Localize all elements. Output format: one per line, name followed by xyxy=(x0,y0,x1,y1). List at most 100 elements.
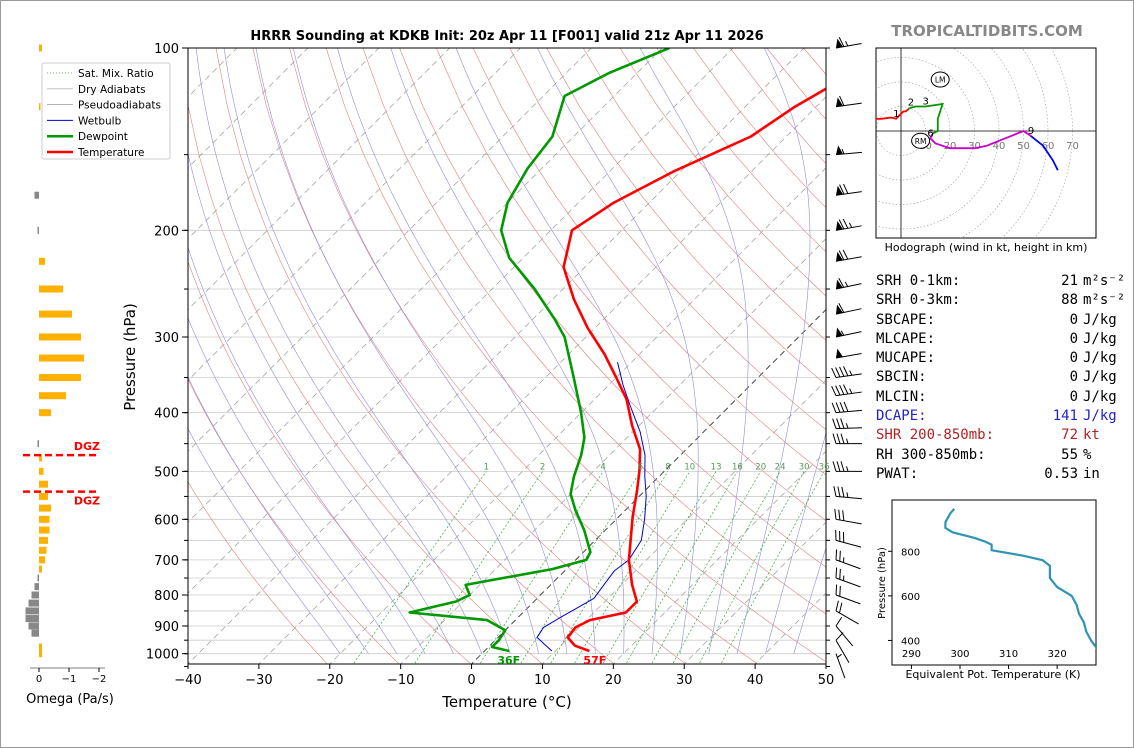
omega-bar xyxy=(39,556,45,564)
x-tick-label: 50 xyxy=(818,673,835,688)
barb-full xyxy=(837,486,841,497)
stat-value: 0 xyxy=(1069,311,1078,328)
barb-full xyxy=(839,568,841,580)
mixing-ratio-label: 20 xyxy=(755,462,766,472)
stat-row: PWAT: 0.53 in xyxy=(876,465,1126,484)
omega-bar xyxy=(39,504,51,512)
barb-full xyxy=(835,584,838,596)
legend-entry: Dewpoint xyxy=(78,131,128,143)
dry-adiabat-line xyxy=(252,48,687,664)
wind-barb xyxy=(835,277,862,290)
stat-label: DCAPE: xyxy=(876,408,927,425)
theta-e-frame xyxy=(891,499,1097,666)
wind-barb xyxy=(835,95,862,108)
pseudoadiabat-line xyxy=(188,246,426,654)
x-tick-label: −40 xyxy=(174,673,201,688)
barb-full xyxy=(839,95,845,106)
mixing-ratio-label: 10 xyxy=(684,462,695,472)
storm-motion-label: LM xyxy=(935,76,946,85)
hodograph-caption: Hodograph (wind in kt, height in km) xyxy=(885,241,1088,254)
wind-barb xyxy=(835,653,846,679)
barb-full xyxy=(842,249,849,260)
barb-full xyxy=(838,250,845,261)
wind-barb xyxy=(835,600,859,625)
omega-axis-label: Omega (Pa/s) xyxy=(26,692,114,707)
barb-staff xyxy=(835,353,862,359)
pseudoadiabat-line xyxy=(390,48,625,654)
barb-full xyxy=(835,616,843,627)
y-tick-label: 500 xyxy=(154,465,179,480)
stat-label: MLCIN: xyxy=(876,388,927,405)
stat-unit: J/kg xyxy=(1083,350,1117,367)
isotherm-line xyxy=(541,379,826,664)
x-tick-label: 10 xyxy=(534,673,551,688)
stat-label: PWAT: xyxy=(876,465,919,482)
dry-adiabat-line xyxy=(215,48,615,664)
theta-e-y-tick-label: 800 xyxy=(901,547,920,558)
stat-value: 0 xyxy=(1069,350,1078,367)
wind-barb xyxy=(835,348,862,359)
wind-barb xyxy=(835,249,862,262)
legend-entry: Wetbulb xyxy=(78,115,122,127)
barb-full xyxy=(842,531,845,543)
pseudoadiabat-line xyxy=(188,152,454,654)
hodograph-ring-label: 20 xyxy=(944,141,957,152)
barb-pennant xyxy=(836,348,843,359)
omega-bar xyxy=(39,285,63,293)
barb-full xyxy=(840,433,845,444)
isotherm-line xyxy=(188,48,734,594)
stat-value: 0 xyxy=(1069,388,1078,405)
skewt-background-lines xyxy=(188,48,826,664)
y-tick-label: 300 xyxy=(154,331,179,346)
barb-full xyxy=(843,366,849,377)
barb-half xyxy=(845,41,849,47)
hodograph-frame xyxy=(875,47,1097,239)
mixing-ratio-line xyxy=(549,471,669,664)
stat-value: 55 xyxy=(1061,446,1078,463)
isotherm-line xyxy=(683,521,826,664)
barb-full xyxy=(842,510,845,521)
theta-e-inner xyxy=(944,508,1096,649)
barb-full xyxy=(840,461,845,472)
hodograph-height-marker: 3 xyxy=(923,97,929,108)
barb-half xyxy=(849,388,853,394)
theta-e-x-tick-label: 290 xyxy=(902,649,921,660)
barb-staff xyxy=(835,256,862,262)
omega-bar xyxy=(37,574,39,582)
mixing-ratio-line xyxy=(602,471,717,664)
barb-staff xyxy=(835,594,861,605)
y-tick-label: 400 xyxy=(154,407,179,422)
barb-half xyxy=(846,466,849,472)
hodograph-ring-label: 70 xyxy=(1066,141,1079,152)
barb-pennant xyxy=(836,304,843,315)
mixing-ratio-line xyxy=(720,471,825,664)
hodograph-trace xyxy=(907,102,944,135)
stat-label: RH 300-850mb: xyxy=(876,446,986,463)
barb-half xyxy=(845,423,849,429)
wind-barb xyxy=(831,401,862,414)
storm-motion-label: RM xyxy=(915,137,927,146)
barb-staff xyxy=(835,42,862,49)
pseudoadiabat-line xyxy=(765,431,826,654)
barb-full xyxy=(840,418,845,429)
mixing-ratio-label: 8 xyxy=(665,462,670,472)
theta-e-x-axis-label: Equivalent Pot. Temperature (K) xyxy=(905,668,1080,681)
omega-bar xyxy=(39,480,48,488)
mixing-ratio-label: 6 xyxy=(638,462,643,472)
stat-label: SRH 0-3km: xyxy=(876,292,961,309)
stat-value: 88 xyxy=(1061,292,1078,309)
storm-motion-marker xyxy=(911,132,931,149)
barb-full xyxy=(832,461,837,472)
legend: Sat. Mix. Ratio Dry Adiabats Pseudoadiabat… xyxy=(41,62,171,160)
wind-barb xyxy=(835,567,861,588)
legend-entry: Dry Adiabats xyxy=(78,84,146,96)
mixing-ratio-label: 30 xyxy=(799,462,810,472)
barb-full xyxy=(835,600,839,612)
isotherm-line xyxy=(400,238,826,664)
barb-staff xyxy=(835,308,862,315)
barb-half xyxy=(846,438,849,444)
stat-row: SBCAPE: 0 J/kg xyxy=(876,311,1126,330)
stat-value: 0.53 xyxy=(1044,465,1078,482)
stat-unit: kt xyxy=(1083,427,1100,444)
